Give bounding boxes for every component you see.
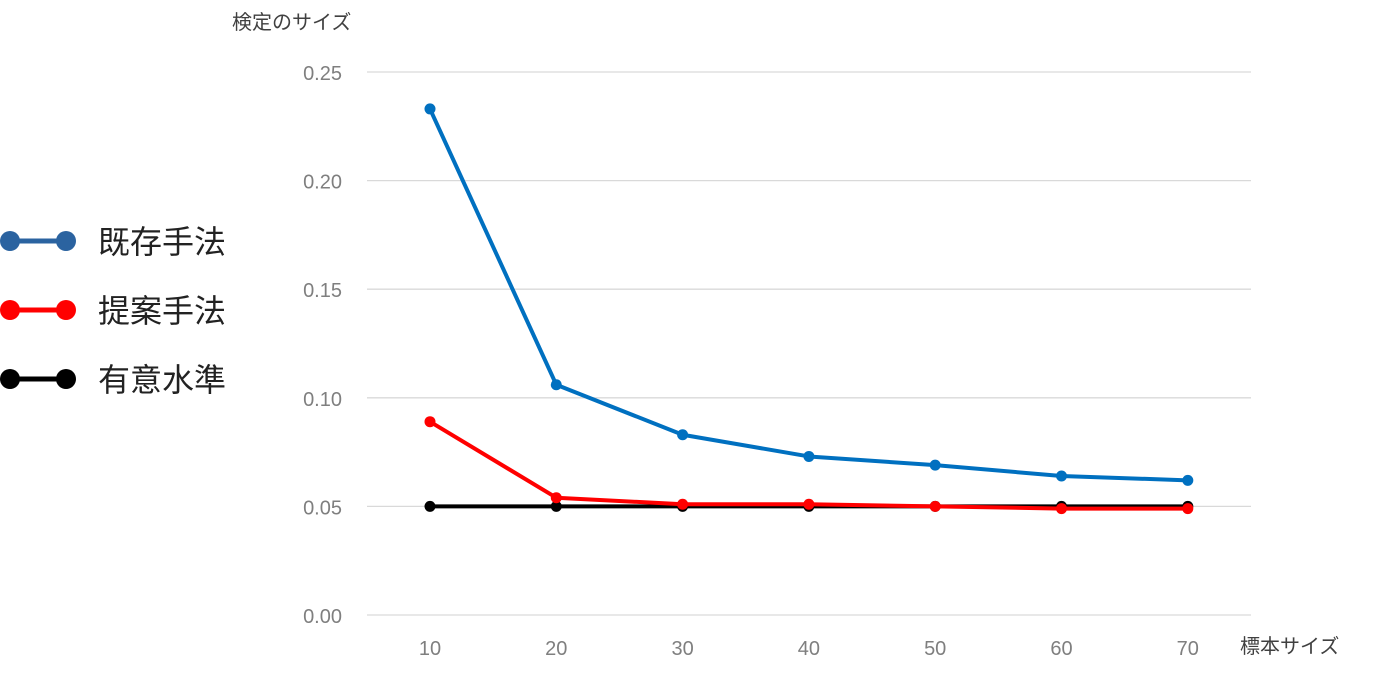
data-point (1182, 474, 1194, 486)
y-axis-title: 検定のサイズ (232, 10, 351, 34)
data-point (803, 450, 815, 462)
y-tick-label: 0.25 (303, 63, 342, 85)
data-point (1056, 503, 1067, 515)
legend-label: 既存手法 (98, 223, 226, 261)
x-axis-title: 標本サイズ (1240, 634, 1339, 658)
legend-marker (0, 300, 20, 320)
y-tick-label: 0.10 (303, 389, 342, 411)
y-tick-label: 0.20 (303, 172, 342, 194)
x-tick-label: 60 (1050, 638, 1072, 660)
y-tick-label: 0.05 (303, 497, 342, 519)
data-point (1182, 503, 1194, 515)
x-tick-label: 10 (419, 638, 441, 660)
data-point (424, 103, 436, 115)
legend-marker (56, 369, 76, 389)
data-point (803, 498, 815, 510)
data-point (424, 500, 436, 512)
series-line (428, 108, 1188, 483)
x-tick-label: 50 (924, 638, 946, 660)
data-point (677, 498, 689, 510)
data-point (677, 429, 689, 441)
legend-label: 提案手法 (98, 292, 226, 330)
data-point (550, 492, 562, 504)
data-point (550, 379, 562, 391)
legend-label: 有意水準 (98, 361, 226, 399)
legend-marker (0, 231, 20, 251)
data-point (550, 500, 562, 512)
x-tick-label: 30 (671, 638, 693, 660)
legend-marker (56, 300, 76, 320)
series-1 (424, 416, 1194, 515)
data-point (1056, 470, 1067, 482)
x-tick-label: 40 (798, 638, 820, 660)
legend-marker (0, 369, 20, 389)
data-point (424, 416, 436, 428)
series-0 (424, 103, 1194, 486)
x-tick-label: 70 (1177, 638, 1199, 660)
data-point (929, 500, 941, 512)
x-tick-label: 20 (545, 638, 567, 660)
data-point (929, 459, 941, 471)
legend-marker (56, 231, 76, 251)
series-line (428, 419, 1188, 511)
y-tick-label: 0.00 (303, 606, 342, 628)
y-tick-label: 0.15 (303, 280, 342, 302)
